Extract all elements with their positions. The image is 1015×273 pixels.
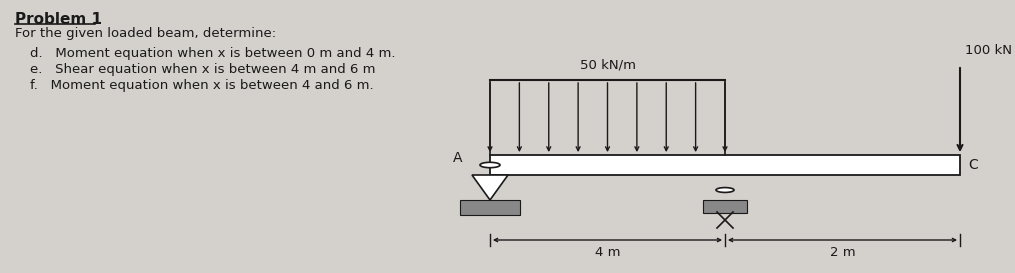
Text: 100 kN: 100 kN	[965, 44, 1012, 57]
Text: 2 m: 2 m	[829, 246, 856, 259]
Text: e.   Shear equation when x is between 4 m and 6 m: e. Shear equation when x is between 4 m …	[30, 63, 376, 76]
Bar	[460, 200, 520, 215]
Circle shape	[480, 162, 500, 168]
Text: A: A	[453, 151, 462, 165]
FancyBboxPatch shape	[490, 155, 960, 175]
Text: B: B	[725, 200, 735, 214]
Bar	[703, 200, 747, 213]
Text: For the given loaded beam, determine:: For the given loaded beam, determine:	[15, 27, 276, 40]
Text: C: C	[968, 158, 977, 172]
Circle shape	[716, 188, 734, 192]
Text: 4 m: 4 m	[595, 246, 620, 259]
Text: 50 kN/m: 50 kN/m	[580, 59, 635, 72]
Text: Problem 1: Problem 1	[15, 12, 102, 27]
Text: f.   Moment equation when x is between 4 and 6 m.: f. Moment equation when x is between 4 a…	[30, 79, 374, 92]
Polygon shape	[472, 175, 508, 200]
Text: d.   Moment equation when x is between 0 m and 4 m.: d. Moment equation when x is between 0 m…	[30, 47, 396, 60]
